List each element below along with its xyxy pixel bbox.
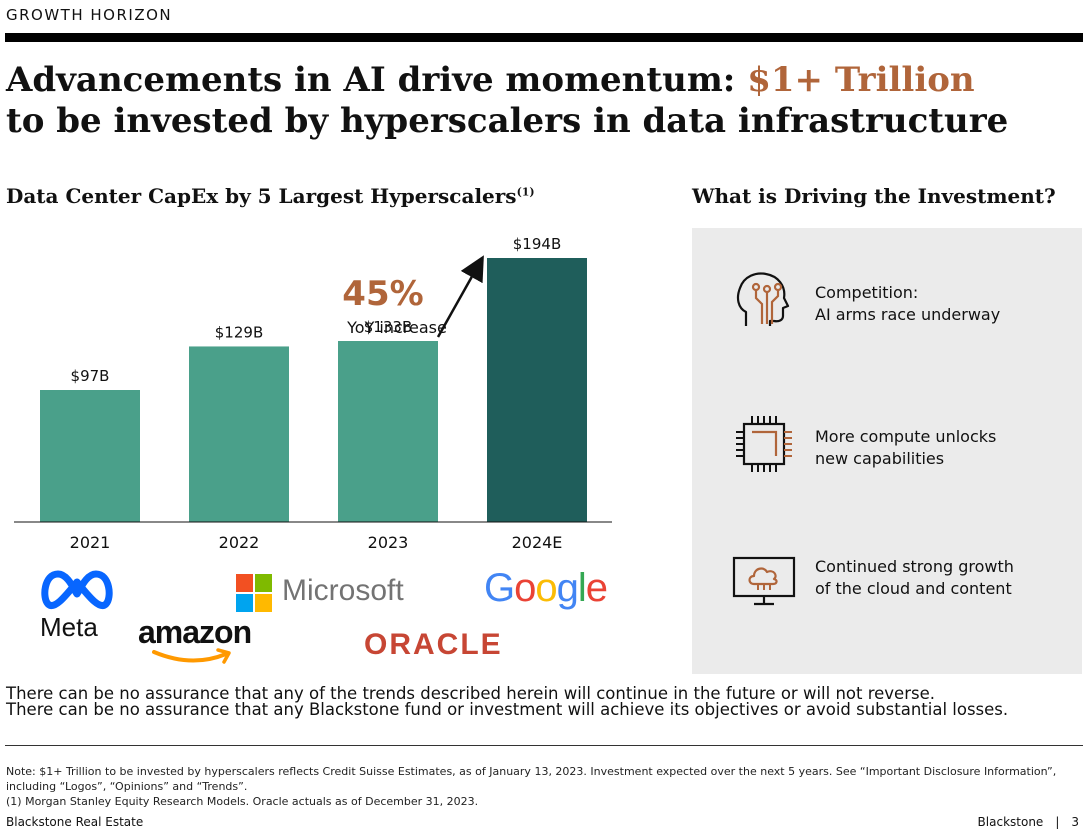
data-label-2023: $133B <box>364 318 412 336</box>
ai-head-icon <box>736 272 790 326</box>
bar-2021 <box>40 390 140 522</box>
driver-item-cloud: Continued strong growth of the cloud and… <box>692 552 1082 622</box>
footnote-1: (1) Morgan Stanley Equity Research Model… <box>6 795 479 808</box>
bar-2022 <box>189 346 289 522</box>
headline-accent: $1+ Trillion <box>747 60 975 100</box>
x-tick-label-2023: 2023 <box>368 533 409 552</box>
google-letter: e <box>585 566 608 610</box>
disclaimer: There can be no assurance that any of th… <box>6 684 1076 719</box>
driver-text: More compute unlocks new capabilities <box>815 426 996 470</box>
bottom-divider <box>5 745 1083 746</box>
x-tick-label-2022: 2022 <box>219 533 260 552</box>
yoy-arrow <box>436 255 484 338</box>
microsoft-logo-text: Microsoft <box>282 574 404 607</box>
bar-2024E <box>487 258 587 522</box>
yoy-caption: YoY increase <box>346 318 447 337</box>
driver-line2: new capabilities <box>815 449 945 468</box>
google-letter: g <box>556 566 579 610</box>
page-title: Advancements in AI drive momentum: $1+ T… <box>6 60 1076 142</box>
oracle-logo-text: ORACLE <box>364 628 503 661</box>
microsoft-logo-icon <box>236 574 272 612</box>
driver-text: Competition: AI arms race underway <box>815 282 1000 326</box>
bar-2023 <box>338 341 438 522</box>
google-letter: G <box>484 566 515 610</box>
drivers-panel: Competition: AI arms race underway More … <box>692 228 1082 674</box>
page-number: 3 <box>1071 815 1079 829</box>
meta-logo-text: Meta <box>40 612 98 642</box>
driver-line1: Competition: <box>815 283 919 302</box>
yoy-percent: 45% <box>342 274 423 314</box>
footer-separator: | <box>1055 815 1060 829</box>
x-tick-label-2021: 2021 <box>70 533 111 552</box>
microchip-icon <box>736 416 792 472</box>
headline-part1: Advancements in AI drive momentum: <box>6 60 748 100</box>
footer-brand: Blackstone <box>977 815 1044 829</box>
amazon-logo-text: amazon <box>138 614 252 650</box>
x-tick-label-2024E: 2024E <box>512 533 563 552</box>
drivers-section-title: What is Driving the Investment? <box>692 184 1056 208</box>
data-label-2021: $97B <box>71 367 110 385</box>
data-label-2024E: $194B <box>513 235 561 253</box>
driver-line2: AI arms race underway <box>815 305 1001 324</box>
footer-right: Blackstone | 3 <box>978 815 1079 829</box>
notes: Note: $1+ Trillion to be invested by hyp… <box>6 764 1076 809</box>
footer-left-label: Blackstone Real Estate <box>6 815 144 829</box>
driver-item-competition: Competition: AI arms race underway <box>692 268 1082 338</box>
driver-item-compute: More compute unlocks new capabilities <box>692 412 1082 482</box>
driver-line2: of the cloud and content <box>815 579 1012 598</box>
cloud-monitor-icon <box>732 556 796 606</box>
data-label-2022: $129B <box>215 323 263 341</box>
headline-part2: to be invested by hyperscalers in data i… <box>6 101 1009 141</box>
meta-logo-icon <box>41 570 113 609</box>
amazon-smile-icon <box>152 648 231 664</box>
capex-bar-chart: $97B 2021 $129B 2022 $133B 2023 $194B 2024E 45%… <box>14 235 612 552</box>
disclaimer-line1: There can be no assurance that any of th… <box>6 684 935 703</box>
google-letter: o <box>514 566 536 610</box>
google-letter: o <box>535 566 557 610</box>
chart-footnote-marker: (1) <box>516 185 535 199</box>
disclaimer-line2: There can be no assurance that any Black… <box>6 700 1009 719</box>
google-logo-text: Google <box>484 566 608 611</box>
section-label: GROWTH HORIZON <box>6 6 173 24</box>
note-text: Note: $1+ Trillion to be invested by hyp… <box>6 765 1057 793</box>
google-letter: l <box>577 566 587 610</box>
top-divider <box>5 33 1083 42</box>
chart-section-title: Data Center CapEx by 5 Largest Hyperscal… <box>6 184 535 208</box>
driver-text: Continued strong growth of the cloud and… <box>815 556 1014 600</box>
driver-line1: Continued strong growth <box>815 557 1014 576</box>
driver-line1: More compute unlocks <box>815 427 997 446</box>
chart-title-text: Data Center CapEx by 5 Largest Hyperscal… <box>6 184 517 208</box>
